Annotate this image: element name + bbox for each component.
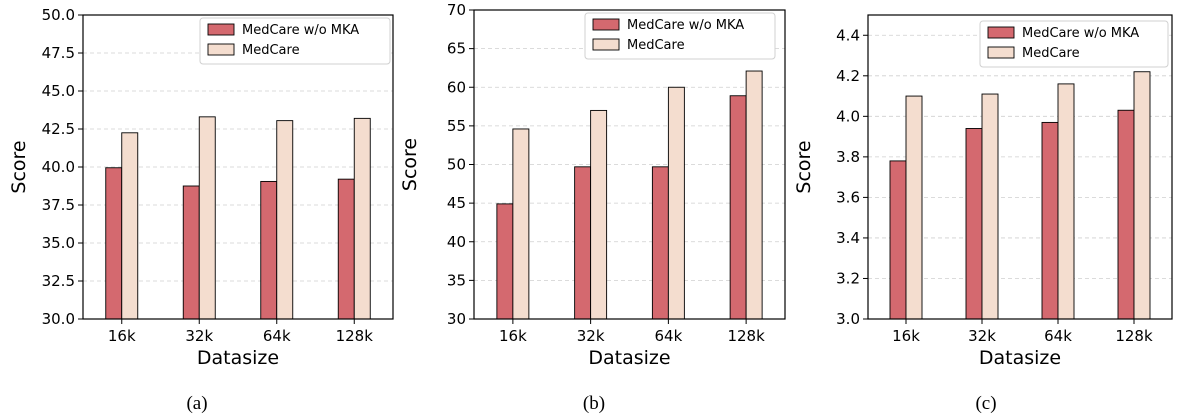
- x-tick-label: 32k: [968, 327, 996, 345]
- y-tick-label: 65: [447, 40, 466, 58]
- bar: [260, 180, 278, 320]
- x-tick-label: 16k: [892, 327, 920, 345]
- legend-swatch: [987, 46, 1015, 59]
- bar: [337, 178, 355, 320]
- legend-swatch: [207, 23, 235, 36]
- legend-label: MedCare: [1022, 46, 1080, 61]
- bar: [965, 128, 983, 320]
- y-tick-label: 3.0: [836, 310, 860, 328]
- legend: [979, 20, 1169, 68]
- y-tick-label: 45.0: [42, 82, 75, 100]
- bar: [574, 166, 592, 320]
- chart-panel: 3.0 3.2 3.4 3.6 3.8 4.0 4.2 4.4 16k 32k 64k 128k Dat…: [793, 14, 1173, 414]
- bar: [667, 86, 685, 320]
- y-tick-label: 40.0: [42, 158, 75, 176]
- bar: [745, 70, 763, 320]
- bar: [105, 167, 123, 320]
- bar: [496, 203, 514, 320]
- x-tick-label: 64k: [1044, 327, 1072, 345]
- y-tick-label: 50.0: [42, 6, 75, 24]
- y-tick-label: 55: [447, 117, 466, 135]
- y-tick-label: 50: [447, 156, 466, 174]
- y-tick-label: 60: [447, 78, 466, 96]
- bar: [276, 120, 294, 320]
- bar: [1117, 109, 1135, 320]
- legend-label: MedCare: [627, 38, 685, 53]
- y-tick-label: 47.5: [42, 44, 75, 62]
- y-tick-label: 42.5: [42, 120, 75, 138]
- legend-label: MedCare w/o MKA: [242, 23, 359, 38]
- bar: [198, 116, 216, 320]
- bar: [889, 160, 907, 320]
- chart-panel: 30 35 40 45 50 55 60 65 70 16k 32k 64k 128k Datasize S…: [399, 1, 786, 414]
- y-tick-label: 35.0: [42, 234, 75, 252]
- y-axis-title: Score: [399, 138, 421, 191]
- y-tick-label: 4.2: [836, 67, 860, 85]
- x-tick-label: 64k: [654, 327, 682, 345]
- legend: [199, 17, 391, 65]
- bar: [905, 95, 923, 320]
- y-tick-label: 3.8: [836, 148, 860, 166]
- x-tick-label: 128k: [727, 327, 765, 345]
- legend: [584, 12, 776, 60]
- panel-caption: (a): [186, 393, 207, 414]
- bar: [182, 185, 200, 320]
- x-axis-title: Datasize: [197, 347, 279, 369]
- legend-label: MedCare: [242, 43, 300, 58]
- chart-panel: 30.0 32.5 35.0 37.5 40.0 42.5 45.0 47.5 50.0 16k 3…: [8, 6, 394, 414]
- y-tick-label: 4.4: [836, 26, 860, 44]
- bar: [981, 93, 999, 320]
- y-tick-label: 3.4: [836, 229, 860, 247]
- x-tick-label: 128k: [1115, 327, 1153, 345]
- bar: [353, 117, 371, 320]
- plot-frame: [867, 14, 1173, 320]
- legend-label: MedCare w/o MKA: [627, 18, 744, 33]
- legend-swatch: [987, 26, 1015, 39]
- y-tick-label: 45: [447, 194, 466, 212]
- x-axis-title: Datasize: [588, 347, 670, 369]
- y-tick-label: 3.2: [836, 269, 860, 287]
- bar: [729, 95, 747, 320]
- plot-frame: [82, 14, 394, 320]
- y-axis-title: Score: [793, 140, 815, 193]
- bar: [1133, 71, 1151, 320]
- x-tick-label: 128k: [336, 327, 374, 345]
- legend-swatch: [592, 38, 620, 51]
- panel-caption: (c): [975, 393, 996, 414]
- y-tick-label: 35: [447, 271, 466, 289]
- y-tick-label: 37.5: [42, 196, 75, 214]
- y-tick-label: 30.0: [42, 310, 75, 328]
- x-tick-label: 64k: [263, 327, 291, 345]
- bar: [651, 166, 669, 320]
- y-tick-label: 3.6: [836, 188, 860, 206]
- x-tick-label: 16k: [499, 327, 527, 345]
- y-axis-title: Score: [8, 140, 30, 193]
- y-tick-label: 30: [447, 310, 466, 328]
- plot-frame: [473, 9, 786, 320]
- x-tick-label: 16k: [108, 327, 136, 345]
- panel-caption: (b): [583, 393, 605, 414]
- legend-swatch: [592, 18, 620, 31]
- x-axis-title: Datasize: [979, 347, 1061, 369]
- bar: [121, 132, 139, 320]
- x-tick-label: 32k: [577, 327, 605, 345]
- y-tick-label: 32.5: [42, 272, 75, 290]
- bar: [1057, 83, 1075, 320]
- y-tick-label: 40: [447, 233, 466, 251]
- legend-swatch: [207, 43, 235, 56]
- x-tick-label: 32k: [185, 327, 213, 345]
- bar: [1041, 121, 1059, 320]
- y-tick-label: 4.0: [836, 107, 860, 125]
- bar: [590, 109, 608, 320]
- y-tick-label: 70: [447, 1, 466, 19]
- bar: [512, 128, 530, 320]
- legend-label: MedCare w/o MKA: [1022, 26, 1139, 41]
